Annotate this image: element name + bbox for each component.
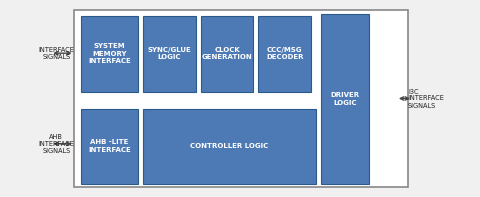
Bar (143, 16, 196, 92)
Bar (74, 10, 408, 187)
Text: CLOCK
GENERATION: CLOCK GENERATION (202, 47, 252, 60)
Bar (143, 109, 316, 184)
Bar (321, 14, 369, 184)
Text: AHB
INTERFACE
SIGNALS: AHB INTERFACE SIGNALS (38, 134, 74, 154)
Text: INTERFACE
SIGNALS: INTERFACE SIGNALS (38, 47, 74, 60)
Bar (81, 16, 138, 92)
Text: I3C
INTERFACE
SIGNALS: I3C INTERFACE SIGNALS (408, 88, 444, 109)
Text: DRIVER
LOGIC: DRIVER LOGIC (330, 92, 359, 106)
Text: CONTROLLER LOGIC: CONTROLLER LOGIC (190, 143, 269, 149)
Text: SYSTEM
MEMORY
INTERFACE: SYSTEM MEMORY INTERFACE (88, 43, 131, 64)
Text: CCC/MSG
DECODER: CCC/MSG DECODER (266, 47, 303, 60)
Bar (258, 16, 311, 92)
Bar (201, 16, 253, 92)
Text: AHB -LITE
INTERFACE: AHB -LITE INTERFACE (88, 139, 131, 153)
Text: SYNC/GLUE
LOGIC: SYNC/GLUE LOGIC (147, 47, 192, 60)
Bar (81, 109, 138, 184)
